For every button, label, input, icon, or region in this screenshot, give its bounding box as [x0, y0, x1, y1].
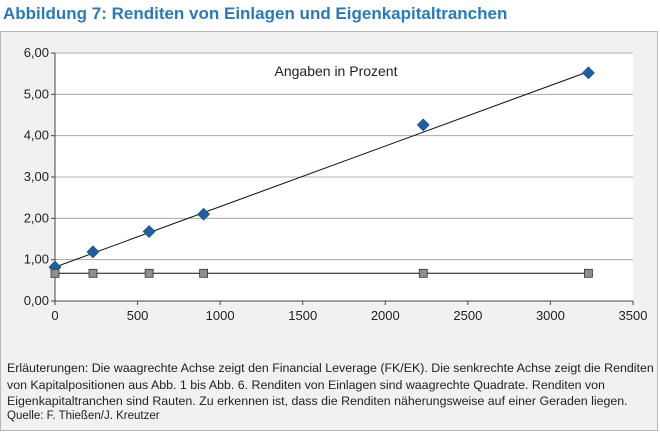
y-tick-label: 4,00 [24, 128, 49, 143]
x-tick-label: 3000 [536, 308, 565, 323]
square-marker [144, 268, 154, 278]
square-marker [199, 268, 209, 278]
figure-frame: 0,00 1,00 2,00 3,00 4,00 5,00 6,00 0 500 1000 1500… [0, 31, 658, 431]
y-tick-label: 5,00 [24, 86, 49, 101]
y-tick-label: 0,00 [24, 293, 49, 308]
x-tick-label: 2000 [371, 308, 400, 323]
x-tick-label: 1000 [206, 308, 235, 323]
chart-annotation: Angaben in Prozent [275, 63, 398, 79]
y-tick-label: 1,00 [24, 252, 49, 267]
x-tick-label: 3500 [619, 308, 648, 323]
x-tick-label: 0 [51, 308, 58, 323]
diamond-marker [581, 66, 595, 80]
y-tick-label: 2,00 [24, 210, 49, 225]
chart-svg: 0,00 1,00 2,00 3,00 4,00 5,00 6,00 0 500 1000 1500… [24, 45, 648, 323]
diamond-marker [416, 118, 430, 132]
y-tick-label: 6,00 [24, 45, 49, 60]
x-tick-label: 1500 [288, 308, 317, 323]
y-tick-label: 3,00 [24, 169, 49, 184]
square-marker [418, 268, 428, 278]
trend-line [54, 71, 589, 268]
square-marker [50, 268, 60, 278]
caption-text: Erläuterungen: Die waagrechte Achse zeig… [7, 361, 654, 408]
square-marker [584, 268, 593, 278]
diamond-marker [142, 225, 156, 238]
x-tick-label: 2500 [453, 308, 482, 323]
figure-title: Abbildung 7: Renditen von Einlagen und E… [3, 4, 508, 23]
square-marker [88, 268, 98, 278]
diamond-marker [86, 245, 100, 259]
source-text: Quelle: F. Thießen/J. Kreutzer [7, 410, 160, 422]
diamond-marker [197, 207, 211, 221]
x-tick-label: 500 [127, 308, 149, 323]
